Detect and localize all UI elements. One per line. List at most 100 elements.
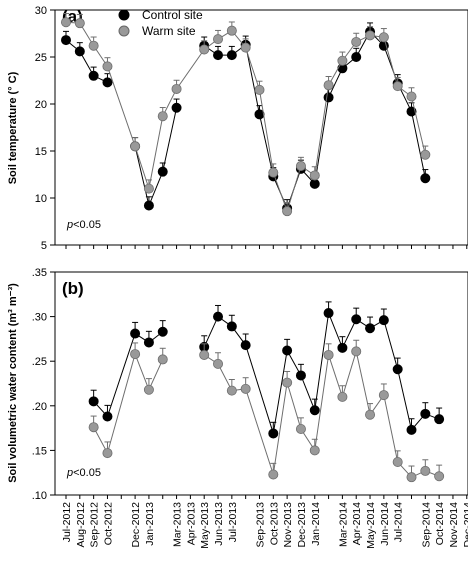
data-point-control <box>226 321 237 332</box>
data-point-warm <box>351 36 362 47</box>
panel-b-y-tick-label: .35 <box>32 267 47 279</box>
panel-b-y-tick-label: .10 <box>32 490 47 502</box>
data-point-warm <box>406 91 417 102</box>
x-tick-label: Jan-2013 <box>144 502 156 546</box>
x-tick-label: Aug-2012 <box>75 502 87 548</box>
data-point-warm <box>337 55 348 66</box>
data-point-control <box>406 106 417 117</box>
data-point-control <box>351 52 362 63</box>
data-point-warm <box>130 349 141 360</box>
panel-b-y-tick-label: .30 <box>32 312 47 324</box>
data-point-warm <box>171 83 182 94</box>
x-tick-label: Nov-2013 <box>282 502 294 548</box>
series-line-control <box>203 311 440 434</box>
x-tick-label: Oct-2012 <box>102 502 114 545</box>
data-point-warm <box>226 385 237 396</box>
data-point-control <box>130 328 141 339</box>
series-line-warm <box>93 352 164 455</box>
panel-b-label: (b) <box>62 279 84 298</box>
panel-a-pvalue-rest: <0.05 <box>73 219 101 231</box>
data-point-warm <box>240 383 251 394</box>
data-point-warm <box>143 183 154 194</box>
data-point-control <box>254 109 265 120</box>
panel-b: (b) p<0.05 Soil volumetric water content… <box>7 267 468 549</box>
legend-marker-warm <box>118 25 130 37</box>
panel-a-y-tick-label: 30 <box>35 5 47 17</box>
data-point-warm <box>309 445 320 456</box>
data-point-warm <box>199 44 210 55</box>
x-tick-label: May-2013 <box>199 502 211 549</box>
x-tick-label: Oct-2014 <box>434 502 446 545</box>
data-point-warm <box>213 34 224 45</box>
data-point-control <box>309 405 320 416</box>
data-point-warm <box>378 32 389 43</box>
data-point-warm <box>406 472 417 483</box>
data-point-control <box>295 370 306 381</box>
x-tick-label: May-2014 <box>365 502 377 549</box>
legend-marker-control <box>118 9 130 21</box>
panel-b-frame <box>54 271 468 496</box>
panel-a: (a) p<0.05 Soil temperature (° C) 510152… <box>7 5 468 252</box>
data-point-control <box>61 35 72 46</box>
panel-b-x-ticks <box>65 495 468 499</box>
data-point-control <box>213 311 224 322</box>
x-tick-label: Jul-2014 <box>393 502 405 542</box>
x-tick-label: Apr-2013 <box>185 502 197 545</box>
legend: Control site Warm site <box>118 8 203 38</box>
panel-b-y-tick-label: .20 <box>32 401 47 413</box>
panel-a-y-tick-label: 10 <box>35 193 47 205</box>
panel-a-y-tick-label: 20 <box>35 99 47 111</box>
series-line-control <box>134 107 178 208</box>
data-point-warm <box>365 30 376 41</box>
series-line-warm <box>203 349 440 478</box>
x-tick-label: Mar-2013 <box>172 502 184 547</box>
panel-b-pvalue-italic: p <box>66 467 73 479</box>
data-point-warm <box>88 422 99 433</box>
data-point-warm <box>213 358 224 369</box>
data-point-control <box>420 173 431 184</box>
x-tick-label: Dec-2013 <box>296 502 308 548</box>
data-point-control <box>420 408 431 419</box>
data-point-control <box>171 102 182 113</box>
data-point-warm <box>130 141 141 152</box>
panel-a-pvalue-italic: p <box>66 219 73 231</box>
panel-a-y-tick-label: 15 <box>35 146 47 158</box>
data-point-control <box>351 314 362 325</box>
panel-a-y-axis-label: Soil temperature (° C) <box>7 71 19 184</box>
x-tick-label: Jul-2012 <box>61 502 73 542</box>
data-point-warm <box>351 346 362 357</box>
data-point-warm <box>102 61 113 72</box>
data-point-warm <box>254 84 265 95</box>
data-point-control <box>143 337 154 348</box>
data-point-control <box>365 323 376 334</box>
data-point-control <box>88 70 99 81</box>
data-point-control <box>102 411 113 422</box>
x-tick-label: Oct-2013 <box>268 502 280 545</box>
panel-b-pvalue: p<0.05 <box>66 467 101 479</box>
legend-label-warm: Warm site <box>142 24 196 38</box>
data-point-warm <box>420 465 431 476</box>
data-point-control <box>392 364 403 375</box>
data-point-warm <box>323 80 334 91</box>
data-point-control <box>157 166 168 177</box>
x-tick-label: Dec-2012 <box>130 502 142 548</box>
data-point-warm <box>392 456 403 467</box>
x-tick-label: Jun-2014 <box>379 502 391 546</box>
x-tick-label: Sep-2014 <box>420 502 432 548</box>
data-point-warm <box>378 390 389 401</box>
data-point-control <box>434 414 445 425</box>
data-point-control <box>378 315 389 326</box>
data-point-warm <box>309 170 320 181</box>
data-point-warm <box>157 354 168 365</box>
panel-b-y-ticks: .10 .15 .20 .25 .30 .35 <box>32 267 55 502</box>
data-point-warm <box>102 448 113 459</box>
x-tick-label: Jan-2014 <box>310 502 322 546</box>
panel-a-y-tick-label: 25 <box>35 52 47 64</box>
data-point-warm <box>420 149 431 160</box>
x-tick-label: Nov-2014 <box>448 502 460 548</box>
panel-a-series <box>61 13 431 217</box>
data-point-warm <box>240 42 251 53</box>
data-point-warm <box>268 469 279 480</box>
data-point-control <box>213 50 224 61</box>
